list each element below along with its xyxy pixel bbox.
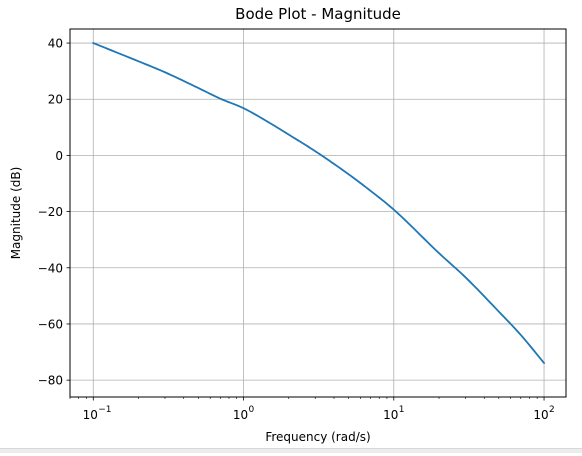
y-tick-label: 20 xyxy=(48,93,63,107)
y-axis-label: Magnitude (dB) xyxy=(9,167,23,260)
x-tick-label: 10 0 xyxy=(233,405,255,422)
y-tick-label: 40 xyxy=(48,37,63,51)
x-tick-label-exponent: 0 xyxy=(249,405,255,415)
y-tick-label: −40 xyxy=(38,261,63,275)
x-tick-label: 10 2 xyxy=(533,405,554,422)
x-tick-label-exponent: −1 xyxy=(98,405,111,415)
window-bottom-edge xyxy=(0,448,582,453)
y-tick-label: −20 xyxy=(38,205,63,219)
grid xyxy=(70,29,566,397)
y-tick-label: −60 xyxy=(38,317,63,331)
chart-title: Bode Plot - Magnitude xyxy=(235,5,401,23)
y-tick-label: −80 xyxy=(38,374,63,388)
x-axis-label: Frequency (rad/s) xyxy=(265,430,370,444)
series-layer xyxy=(92,41,546,365)
x-tick-label-exponent: 2 xyxy=(549,405,555,415)
x-tick-label: 10 1 xyxy=(383,405,404,422)
plot-area-frame xyxy=(69,28,567,398)
x-tick-label-base: 10 xyxy=(83,408,98,422)
x-tick-label-exponent: 1 xyxy=(399,405,405,415)
series-line-magnitude xyxy=(92,41,546,365)
x-tick-label-base: 10 xyxy=(533,408,548,422)
y-tick-label: 0 xyxy=(55,149,63,163)
x-tick-label: 10 −1 xyxy=(83,405,112,422)
x-tick-label-base: 10 xyxy=(233,408,248,422)
x-tick-label-base: 10 xyxy=(383,408,398,422)
